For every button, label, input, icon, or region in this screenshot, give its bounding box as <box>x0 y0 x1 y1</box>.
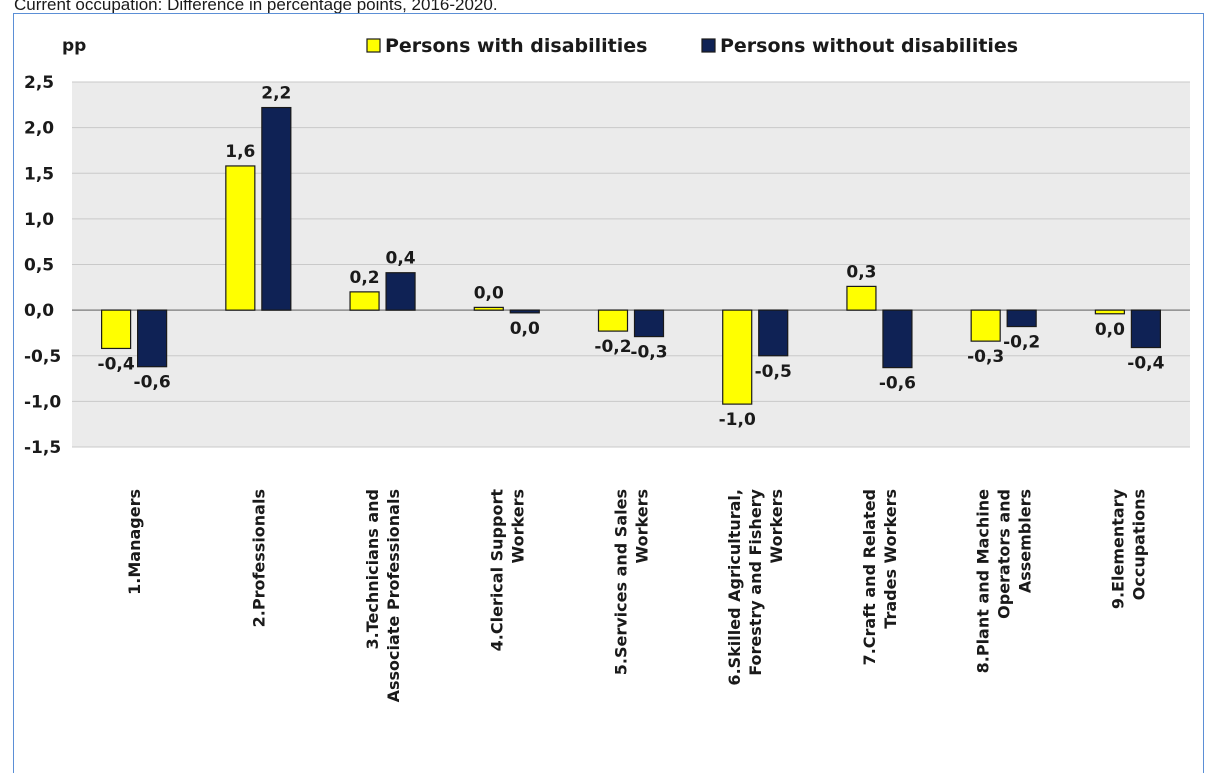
y-tick-label: 0,5 <box>24 256 54 276</box>
data-label: -0,3 <box>967 347 1004 367</box>
x-category-label: Operators and <box>995 489 1014 619</box>
data-label: 2,2 <box>261 84 291 104</box>
x-category-label: 9.Elementary <box>1108 488 1127 609</box>
bar <box>846 285 877 311</box>
y-tick-label: -1,0 <box>24 392 61 412</box>
bar <box>758 309 789 357</box>
data-label: -0,6 <box>879 374 916 394</box>
data-label: -0,3 <box>630 343 667 363</box>
bar <box>882 309 913 369</box>
x-category-label: Workers <box>508 489 527 563</box>
y-tick-label: 1,5 <box>24 164 54 184</box>
x-category-label: Forestry and Fishery <box>746 488 765 675</box>
x-category-label: Assemblers <box>1016 489 1035 593</box>
bar <box>509 309 540 314</box>
x-category-label: Workers <box>633 489 652 563</box>
bar <box>1130 309 1161 349</box>
data-label: 0,2 <box>349 268 379 288</box>
data-label: -0,6 <box>134 373 171 393</box>
y-axis-label: pp <box>62 36 86 56</box>
data-label: -0,5 <box>755 362 792 382</box>
y-tick-label: 1,0 <box>24 210 54 230</box>
y-tick-label: -1,5 <box>24 438 61 458</box>
x-category-label: Trades Workers <box>881 489 900 629</box>
y-axis-ticks: -1,5 -1,0 -0,5 0,0 0,5 1,0 1,5 2,0 2,5 <box>24 73 61 458</box>
bars <box>101 106 1161 405</box>
legend-label-without: Persons without disabilities <box>720 35 1018 57</box>
bar <box>1006 309 1037 328</box>
legend-swatch-without <box>701 38 716 53</box>
data-label: -1,0 <box>719 410 756 430</box>
x-category-label: 1.Managers <box>125 489 144 595</box>
x-category-label: 6.Skilled Agricultural, <box>725 489 744 686</box>
bar <box>970 309 1001 342</box>
chart-caption: Current occupation: Difference in percen… <box>14 0 498 14</box>
x-category-label: 8.Plant and Machine <box>974 489 993 674</box>
gridlines <box>72 81 1190 448</box>
bar <box>349 291 380 311</box>
bar <box>473 306 504 311</box>
x-category-label: Workers <box>767 489 786 563</box>
data-label: 0,0 <box>510 319 540 339</box>
y-tick-label: -0,5 <box>24 347 61 367</box>
x-category-label: 7.Craft and Related <box>860 489 879 665</box>
x-category-label: 5.Services and Sales <box>612 489 631 675</box>
legend-label-with: Persons with disabilities <box>385 35 647 57</box>
y-tick-label: 2,5 <box>24 73 54 93</box>
bar <box>261 106 292 311</box>
bar <box>101 309 132 350</box>
y-tick-label: 0,0 <box>24 301 54 321</box>
x-category-label: 2.Professionals <box>249 489 268 627</box>
data-label: 0,4 <box>385 249 415 269</box>
bar <box>385 272 416 311</box>
legend: Persons with disabilities Persons withou… <box>366 35 1018 57</box>
x-category-label: 4.Clerical Support <box>487 489 506 652</box>
data-label: -0,4 <box>1127 354 1164 374</box>
bar <box>137 309 168 368</box>
x-axis-categories: 1.Managers 2.Professionals 3.Technicians a… <box>125 488 1148 702</box>
x-category-label: 3.Technicians and <box>363 489 382 650</box>
x-category-label: Occupations <box>1129 489 1148 600</box>
data-label: 0,0 <box>474 283 504 303</box>
y-tick-label: 2,0 <box>24 119 54 139</box>
data-label: 0,3 <box>846 262 876 282</box>
data-label: -0,2 <box>594 337 631 357</box>
data-label: -0,4 <box>98 354 135 374</box>
legend-swatch-with <box>366 38 381 53</box>
data-label: 0,0 <box>1095 320 1125 340</box>
bar <box>633 309 665 338</box>
chart-frame <box>13 13 1204 773</box>
bar <box>225 165 256 311</box>
data-label: -0,2 <box>1003 333 1040 353</box>
bar <box>597 309 629 332</box>
x-category-label: Associate Professionals <box>384 489 403 702</box>
data-label: 1,6 <box>225 142 255 162</box>
bar <box>722 309 753 405</box>
data-labels: -0,4-0,61,62,20,20,40,00,0-0,2-0,3-1,0-0… <box>98 84 1165 431</box>
bar <box>1094 309 1125 315</box>
